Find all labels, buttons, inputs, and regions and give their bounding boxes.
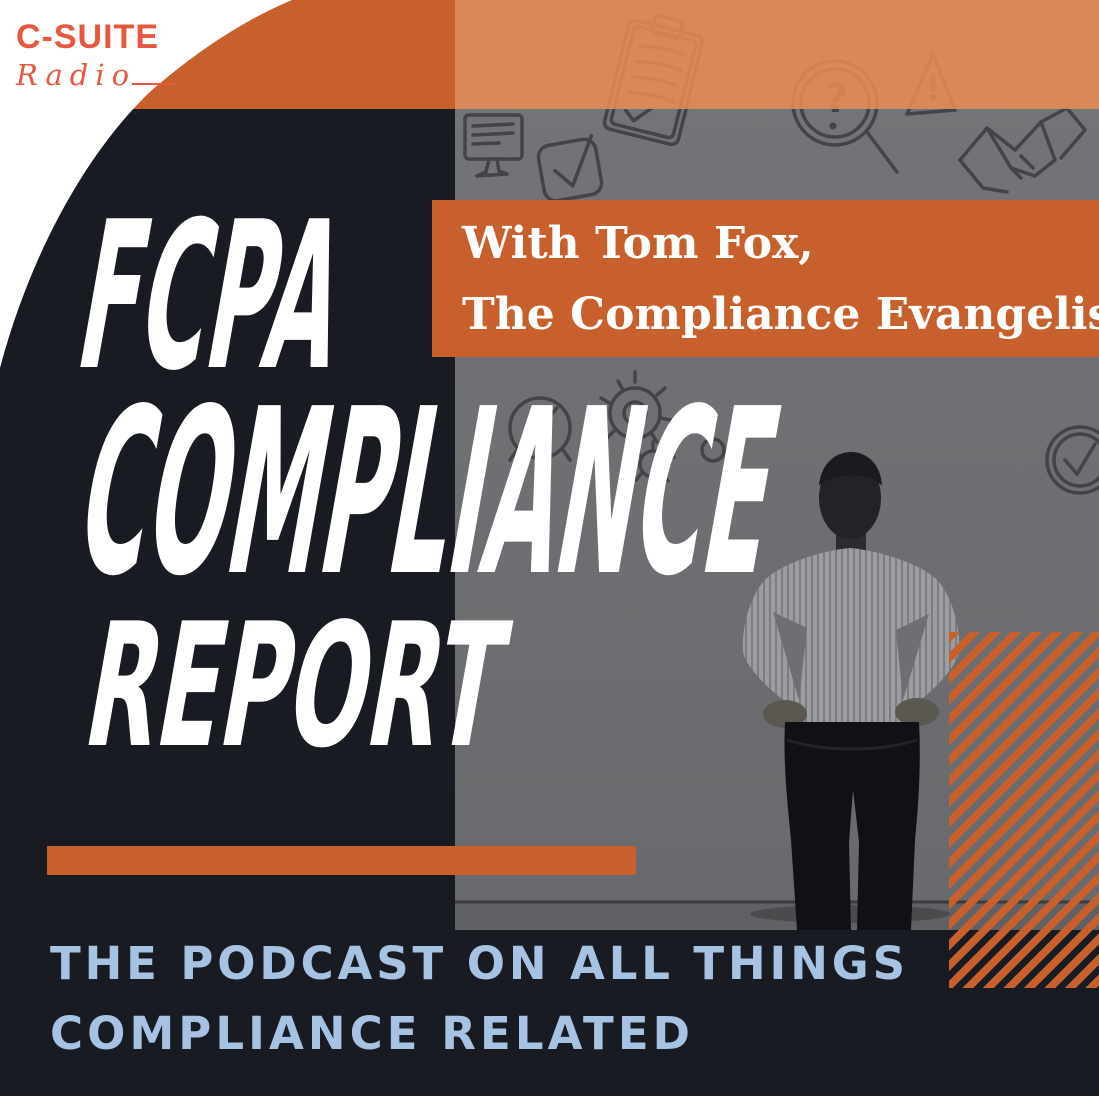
circled-check-icon (1045, 425, 1099, 495)
tagline-line2: COMPLIANCE RELATED (50, 1007, 690, 1060)
right-arm-gap (896, 614, 929, 700)
brand-name: C-SUITE (16, 18, 159, 56)
tagline-line1: THE PODCAST ON ALL THINGS (50, 937, 905, 990)
monitor-icon (463, 113, 524, 178)
left-hand (763, 700, 807, 728)
top-orange-band-overlay (455, 0, 1099, 109)
brand-subname: Radio (16, 57, 179, 92)
gears-icon (599, 370, 726, 483)
white-corner-shape (0, 0, 292, 368)
left-arm-gap (773, 612, 807, 700)
striped-accent-square (949, 632, 1099, 988)
right-hand (895, 698, 939, 726)
title-line3: REPORT (73, 587, 520, 786)
orange-accent-bar (47, 846, 636, 875)
handshake-icon (958, 106, 1087, 194)
brand-logo: C-SUITE Radio (16, 18, 179, 92)
host-banner-line2: The Compliance Evangelist (462, 289, 1099, 340)
logo-tail-line (132, 82, 179, 85)
jeans (784, 722, 920, 930)
host-banner: With Tom Fox, The Compliance Evangelist (432, 200, 1099, 357)
checkmark-shield-icon (536, 134, 604, 203)
jeans-seam (786, 738, 918, 751)
hair (819, 452, 882, 486)
gauge-icon (508, 396, 572, 462)
brand-subname-text: Radio (16, 57, 137, 92)
host-banner-line1: With Tom Fox, (462, 218, 814, 269)
man-silhouette (742, 452, 960, 930)
